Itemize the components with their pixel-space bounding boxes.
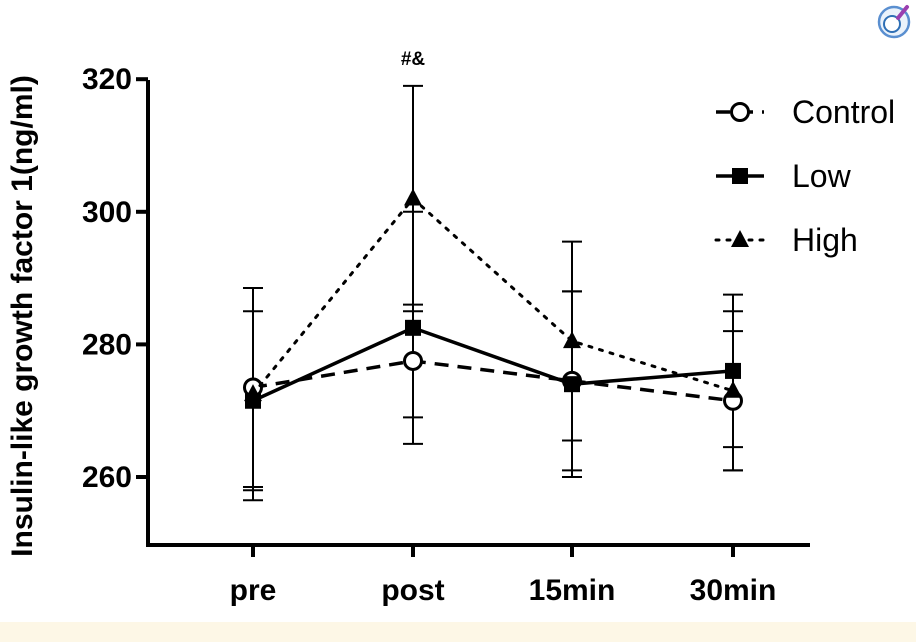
marker-filled-square	[405, 319, 421, 336]
series-line-low	[252, 325, 734, 403]
marker-filled-triangle	[563, 331, 581, 349]
x-tick-label: 15min	[529, 574, 616, 607]
y-tick-label: 320	[82, 63, 132, 96]
marker-open-circle	[403, 350, 423, 371]
axes	[136, 77, 810, 557]
footer-band	[0, 622, 916, 642]
legend-label-control: Control	[792, 94, 895, 130]
y-tick-label: 260	[82, 461, 132, 494]
marker-open-circle	[730, 102, 750, 122]
annotation-label: #&	[401, 49, 426, 70]
marker-filled-square	[725, 362, 741, 379]
y-tick-label: 300	[82, 196, 132, 229]
x-tick-label: 30min	[690, 574, 777, 607]
marker-filled-triangle	[244, 384, 262, 402]
x-tick-label: pre	[230, 574, 277, 607]
marker-filled-square	[732, 168, 748, 184]
y-axis-title: Insulin-like growth factor 1(ng/ml)	[6, 75, 39, 557]
marker-filled-square	[564, 376, 580, 393]
series-layer	[243, 84, 743, 502]
y-tick-label: 280	[82, 328, 132, 361]
magnifier-icon[interactable]	[874, 0, 916, 47]
series-line-control	[252, 359, 734, 403]
legend: Control Low High	[714, 94, 895, 258]
marker-filled-triangle	[404, 188, 422, 206]
text-layer: Insulin-like growth factor 1(ng/ml) 260 2…	[6, 49, 776, 607]
x-tick-label: post	[381, 574, 444, 607]
legend-label-high: High	[792, 222, 858, 258]
marker-filled-triangle	[724, 380, 742, 398]
marker-filled-triangle	[731, 230, 749, 247]
series-line-high	[251, 196, 735, 396]
legend-label-low: Low	[792, 158, 852, 194]
